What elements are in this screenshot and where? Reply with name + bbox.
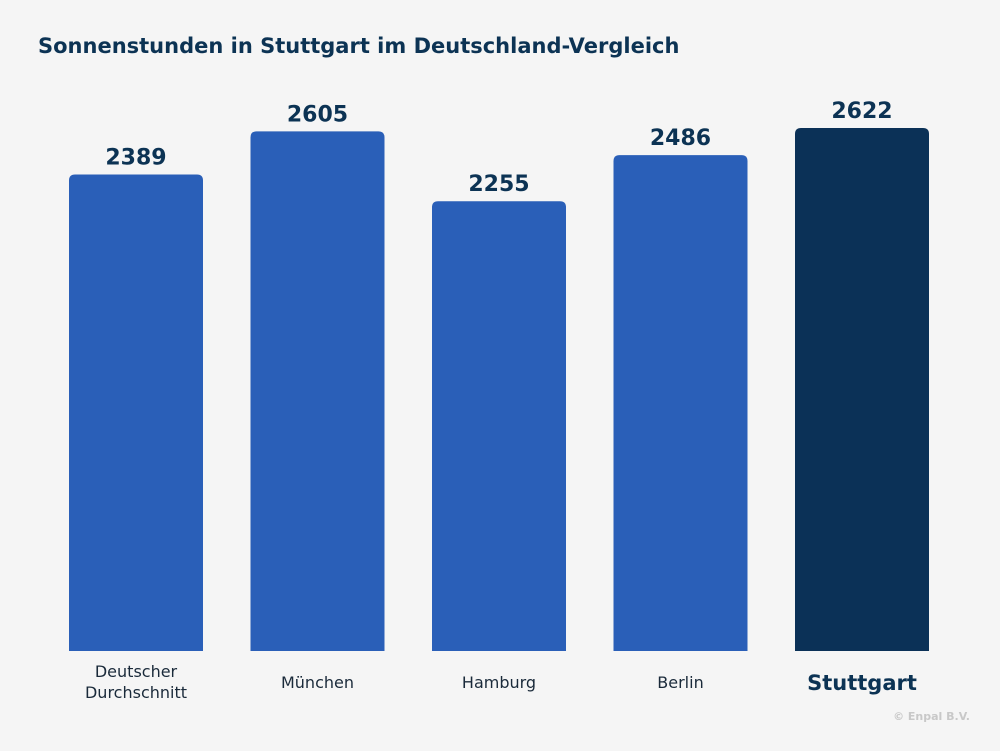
category-label-0: Deutscher Durchschnitt bbox=[85, 662, 187, 702]
category-label-3: Berlin bbox=[657, 673, 703, 692]
category-label-2: Hamburg bbox=[462, 673, 536, 692]
value-label-1: 2605 bbox=[287, 102, 348, 127]
value-label-4: 2622 bbox=[831, 99, 892, 124]
copyright-notice: © Enpal B.V. bbox=[893, 710, 970, 723]
value-label-3: 2486 bbox=[650, 126, 711, 151]
value-label-2: 2255 bbox=[468, 172, 529, 197]
category-label-1: München bbox=[281, 673, 354, 692]
chart-title: Sonnenstunden in Stuttgart im Deutschlan… bbox=[38, 34, 680, 58]
value-label-0: 2389 bbox=[105, 145, 166, 170]
bar-2 bbox=[432, 201, 566, 651]
bar-1 bbox=[250, 131, 385, 651]
category-label-4: Stuttgart bbox=[807, 671, 917, 695]
bar-3 bbox=[613, 155, 748, 651]
bar-4 bbox=[795, 128, 929, 651]
bar-0 bbox=[69, 174, 203, 651]
